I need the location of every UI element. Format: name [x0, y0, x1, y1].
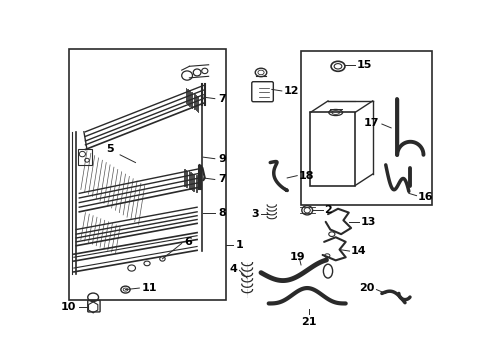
Text: 2: 2 — [324, 205, 331, 215]
Text: 1: 1 — [235, 240, 243, 250]
Text: 21: 21 — [301, 316, 316, 327]
Text: 16: 16 — [417, 192, 433, 202]
Text: 7: 7 — [218, 94, 225, 104]
Text: 6: 6 — [183, 237, 191, 247]
Text: 13: 13 — [360, 217, 376, 227]
Text: 19: 19 — [289, 252, 305, 262]
Bar — [310, 112, 354, 186]
Bar — [301, 51, 431, 205]
Bar — [78, 149, 91, 165]
Text: 15: 15 — [356, 60, 371, 70]
Text: 3: 3 — [250, 209, 258, 219]
Text: 18: 18 — [298, 171, 314, 181]
Text: 5: 5 — [106, 144, 114, 154]
Text: 10: 10 — [61, 302, 76, 312]
Text: 11: 11 — [142, 283, 157, 293]
Text: 12: 12 — [283, 86, 298, 96]
Text: 20: 20 — [358, 283, 373, 293]
Text: 7: 7 — [218, 175, 225, 184]
Text: 9: 9 — [218, 154, 225, 164]
Text: 8: 8 — [218, 208, 225, 217]
Text: 4: 4 — [229, 264, 237, 274]
Text: 17: 17 — [364, 117, 379, 127]
Bar — [68, 49, 226, 300]
Text: 14: 14 — [350, 246, 366, 256]
